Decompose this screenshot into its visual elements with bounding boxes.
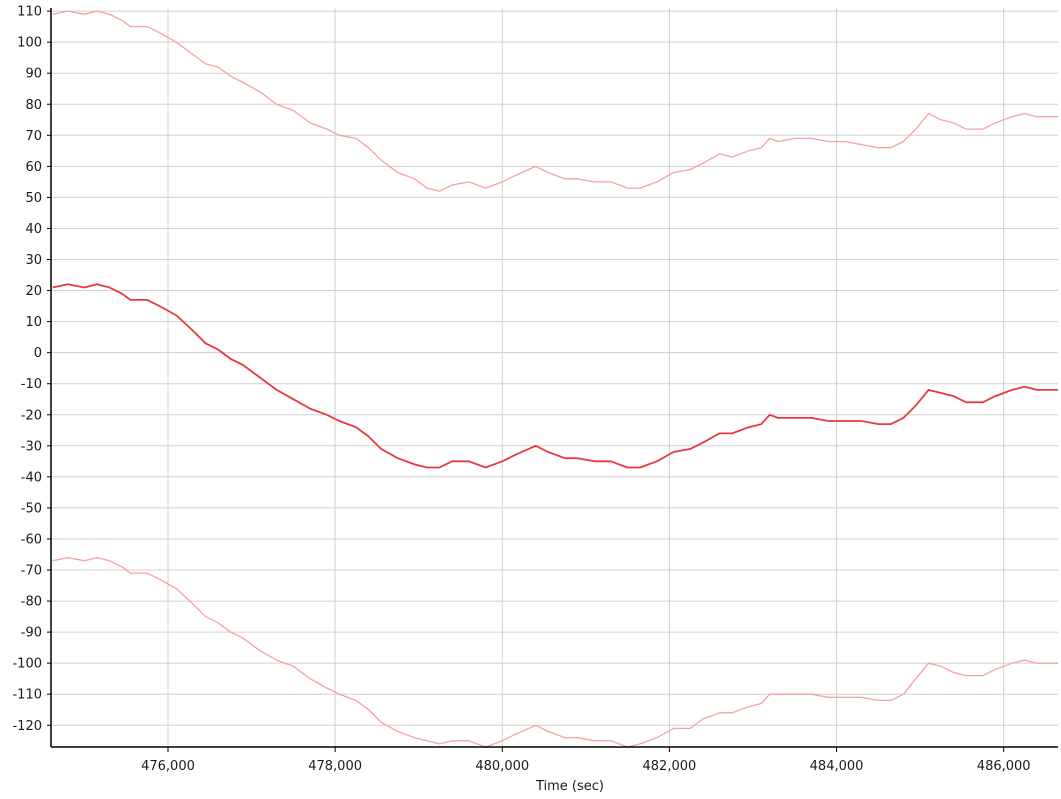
- series-lines: [52, 10, 1058, 748]
- vertical-gridlines: [167, 8, 1005, 747]
- y-tick-label: -70: [21, 564, 42, 579]
- y-tick-label: -100: [12, 657, 42, 672]
- y-tick-labels: 1101009080706050403020100-10-20-30-40-50…: [12, 5, 42, 734]
- y-tick-label: 10: [25, 315, 42, 330]
- horizontal-gridlines: [51, 10, 1058, 726]
- y-tick-label: 0: [34, 346, 42, 361]
- y-tick-label: 20: [25, 284, 42, 299]
- y-tick-label: -90: [21, 626, 42, 641]
- x-tick-label: 476,000: [141, 759, 195, 774]
- lower-bound-line: [52, 556, 1058, 748]
- upper-bound-line: [52, 10, 1058, 192]
- y-tick-label: 90: [25, 67, 42, 82]
- x-tick-labels: 476,000 478,000 480,000 482,000 484,000 486,0…: [141, 759, 1030, 774]
- y-tick-label: 60: [25, 160, 42, 175]
- y-tick-label: -40: [21, 470, 42, 485]
- y-tick-label: -10: [21, 377, 42, 392]
- y-tick-label: 70: [25, 129, 42, 144]
- y-tick-label: -20: [21, 408, 42, 423]
- y-tick-label: 50: [25, 191, 42, 206]
- y-tick-label: 110: [17, 5, 42, 20]
- x-tick-label: 480,000: [475, 759, 529, 774]
- y-tick-label: 30: [25, 253, 42, 268]
- y-tick-label: 100: [17, 36, 42, 51]
- x-tick-label: 478,000: [308, 759, 362, 774]
- y-tick-label: -80: [21, 595, 42, 610]
- y-tick-label: -30: [21, 439, 42, 454]
- x-tick-label: 482,000: [643, 759, 697, 774]
- x-axis-title: Time (sec): [535, 779, 604, 794]
- x-tick-label: 484,000: [810, 759, 864, 774]
- center-line: [52, 283, 1058, 469]
- y-tick-label: 80: [25, 98, 42, 113]
- y-tick-label: -60: [21, 532, 42, 547]
- y-tick-label: 40: [25, 222, 42, 237]
- y-tick-label: -120: [12, 719, 42, 734]
- y-tick-label: -50: [21, 501, 42, 516]
- x-tick-label: 486,000: [977, 759, 1031, 774]
- axes: [47, 8, 1058, 752]
- y-tick-label: -110: [12, 688, 42, 703]
